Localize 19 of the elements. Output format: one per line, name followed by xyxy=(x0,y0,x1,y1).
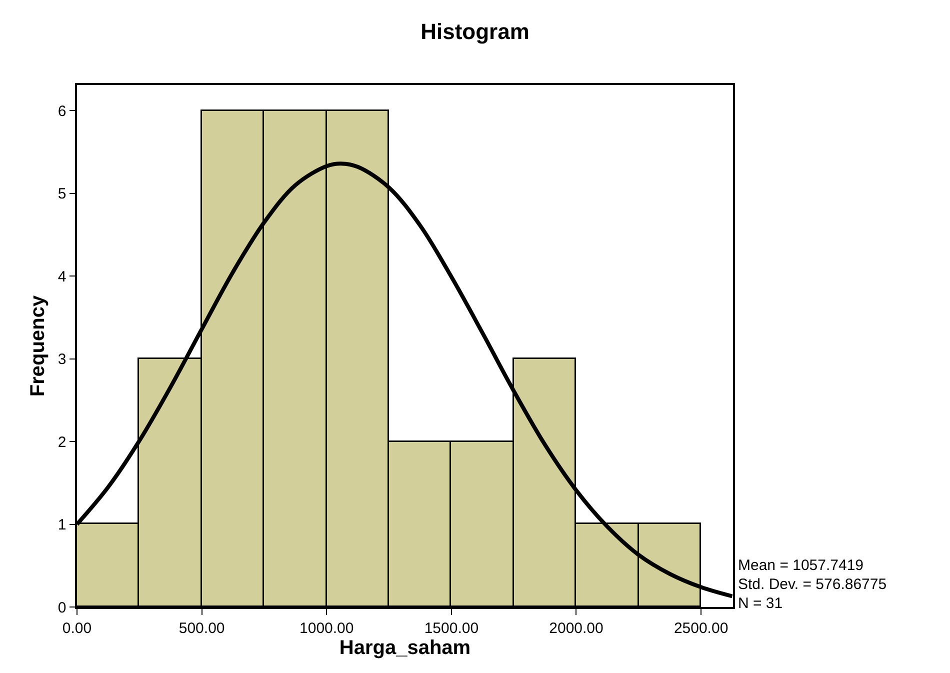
x-tick-label: 2000.00 xyxy=(549,620,604,637)
x-axis-title: Harga_saham xyxy=(339,636,471,659)
y-axis-title: Frequency xyxy=(26,294,49,397)
y-tick-label: 6 xyxy=(58,102,66,120)
chart-title: Histogram xyxy=(420,18,530,44)
text: Mean = 1057.7419 xyxy=(738,557,864,574)
text: N = 31 xyxy=(738,595,783,612)
y-tick-label: 2 xyxy=(58,434,66,451)
x-tick-label: 1000.00 xyxy=(300,620,354,637)
text: Std. Dev. = 576.86775 xyxy=(738,576,887,593)
y-tick-label: 0 xyxy=(58,599,66,616)
y-tick-label: 5 xyxy=(58,186,66,203)
x-tick-label: 0.00 xyxy=(62,620,92,637)
y-tick-label: 1 xyxy=(58,516,66,534)
y-tick-label: 4 xyxy=(58,268,66,286)
x-tick-label: 500.00 xyxy=(178,620,225,637)
y-tick-label: 3 xyxy=(58,351,66,368)
x-tick-label: 1500.00 xyxy=(424,620,479,637)
x-tick-label: 2500.00 xyxy=(674,620,728,637)
